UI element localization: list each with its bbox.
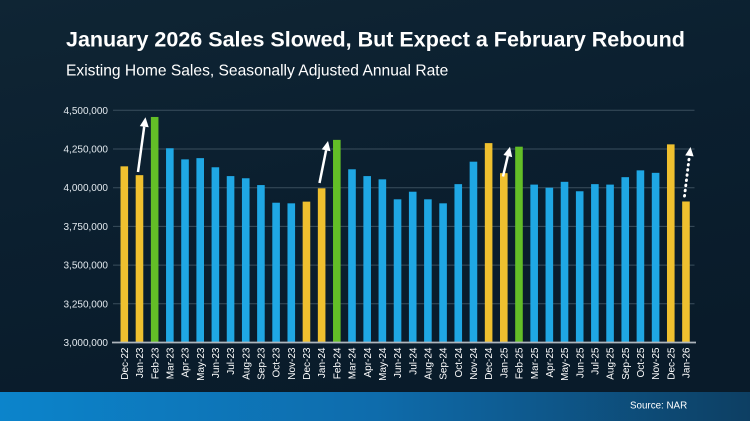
svg-text:Apr-24: Apr-24 xyxy=(363,347,374,377)
svg-text:Jun-24: Jun-24 xyxy=(393,347,404,378)
svg-text:4,000,000: 4,000,000 xyxy=(64,183,109,194)
svg-text:May-23: May-23 xyxy=(196,347,207,381)
svg-text:3,500,000: 3,500,000 xyxy=(64,261,109,272)
svg-text:3,250,000: 3,250,000 xyxy=(64,299,109,310)
svg-text:Dec-22: Dec-22 xyxy=(120,347,131,380)
svg-text:Dec-25: Dec-25 xyxy=(666,347,677,380)
svg-text:Jul-23: Jul-23 xyxy=(226,347,237,375)
svg-text:January 2026 Sales Slowed, But: January 2026 Sales Slowed, But Expect a … xyxy=(66,28,685,52)
svg-text:Mar-25: Mar-25 xyxy=(530,347,541,379)
svg-text:Source: NAR: Source: NAR xyxy=(630,401,687,412)
svg-text:Jan-24: Jan-24 xyxy=(317,347,328,378)
svg-text:Nov-24: Nov-24 xyxy=(469,347,480,380)
svg-text:4,500,000: 4,500,000 xyxy=(64,106,109,117)
svg-text:Apr-23: Apr-23 xyxy=(181,347,192,377)
svg-text:Aug-23: Aug-23 xyxy=(241,347,252,380)
svg-text:Sep-25: Sep-25 xyxy=(621,347,632,380)
svg-text:Jan-23: Jan-23 xyxy=(135,347,146,378)
svg-text:May-25: May-25 xyxy=(560,347,571,381)
svg-text:Mar-23: Mar-23 xyxy=(165,347,176,379)
svg-text:Jan-25: Jan-25 xyxy=(499,347,510,378)
svg-text:Feb-23: Feb-23 xyxy=(150,347,161,379)
svg-text:Aug-25: Aug-25 xyxy=(606,347,617,380)
svg-text:Jul-25: Jul-25 xyxy=(590,347,601,375)
svg-text:Jul-24: Jul-24 xyxy=(408,347,419,375)
svg-text:4,250,000: 4,250,000 xyxy=(64,145,109,156)
svg-text:Nov-25: Nov-25 xyxy=(651,347,662,380)
svg-text:Nov-23: Nov-23 xyxy=(287,347,298,380)
svg-text:Mar-24: Mar-24 xyxy=(348,347,359,379)
svg-text:3,750,000: 3,750,000 xyxy=(64,222,109,233)
svg-text:Apr-25: Apr-25 xyxy=(545,347,556,377)
svg-text:Jan-26: Jan-26 xyxy=(682,347,693,378)
svg-text:Dec-24: Dec-24 xyxy=(484,347,495,380)
svg-text:3,000,000: 3,000,000 xyxy=(64,338,109,349)
svg-text:Sep-24: Sep-24 xyxy=(439,347,450,380)
svg-text:Aug-24: Aug-24 xyxy=(424,347,435,380)
svg-text:Sep-23: Sep-23 xyxy=(257,347,268,380)
svg-text:Oct-23: Oct-23 xyxy=(272,347,283,377)
svg-text:Oct-25: Oct-25 xyxy=(636,347,647,377)
svg-text:Existing Home Sales, Seasonall: Existing Home Sales, Seasonally Adjusted… xyxy=(66,62,448,79)
svg-text:May-24: May-24 xyxy=(378,347,389,381)
svg-text:Jun-23: Jun-23 xyxy=(211,347,222,378)
svg-text:Feb-25: Feb-25 xyxy=(515,347,526,379)
svg-text:Oct-24: Oct-24 xyxy=(454,347,465,377)
svg-text:Jun-25: Jun-25 xyxy=(575,347,586,378)
svg-text:Feb-24: Feb-24 xyxy=(332,347,343,379)
svg-text:Dec-23: Dec-23 xyxy=(302,347,313,380)
